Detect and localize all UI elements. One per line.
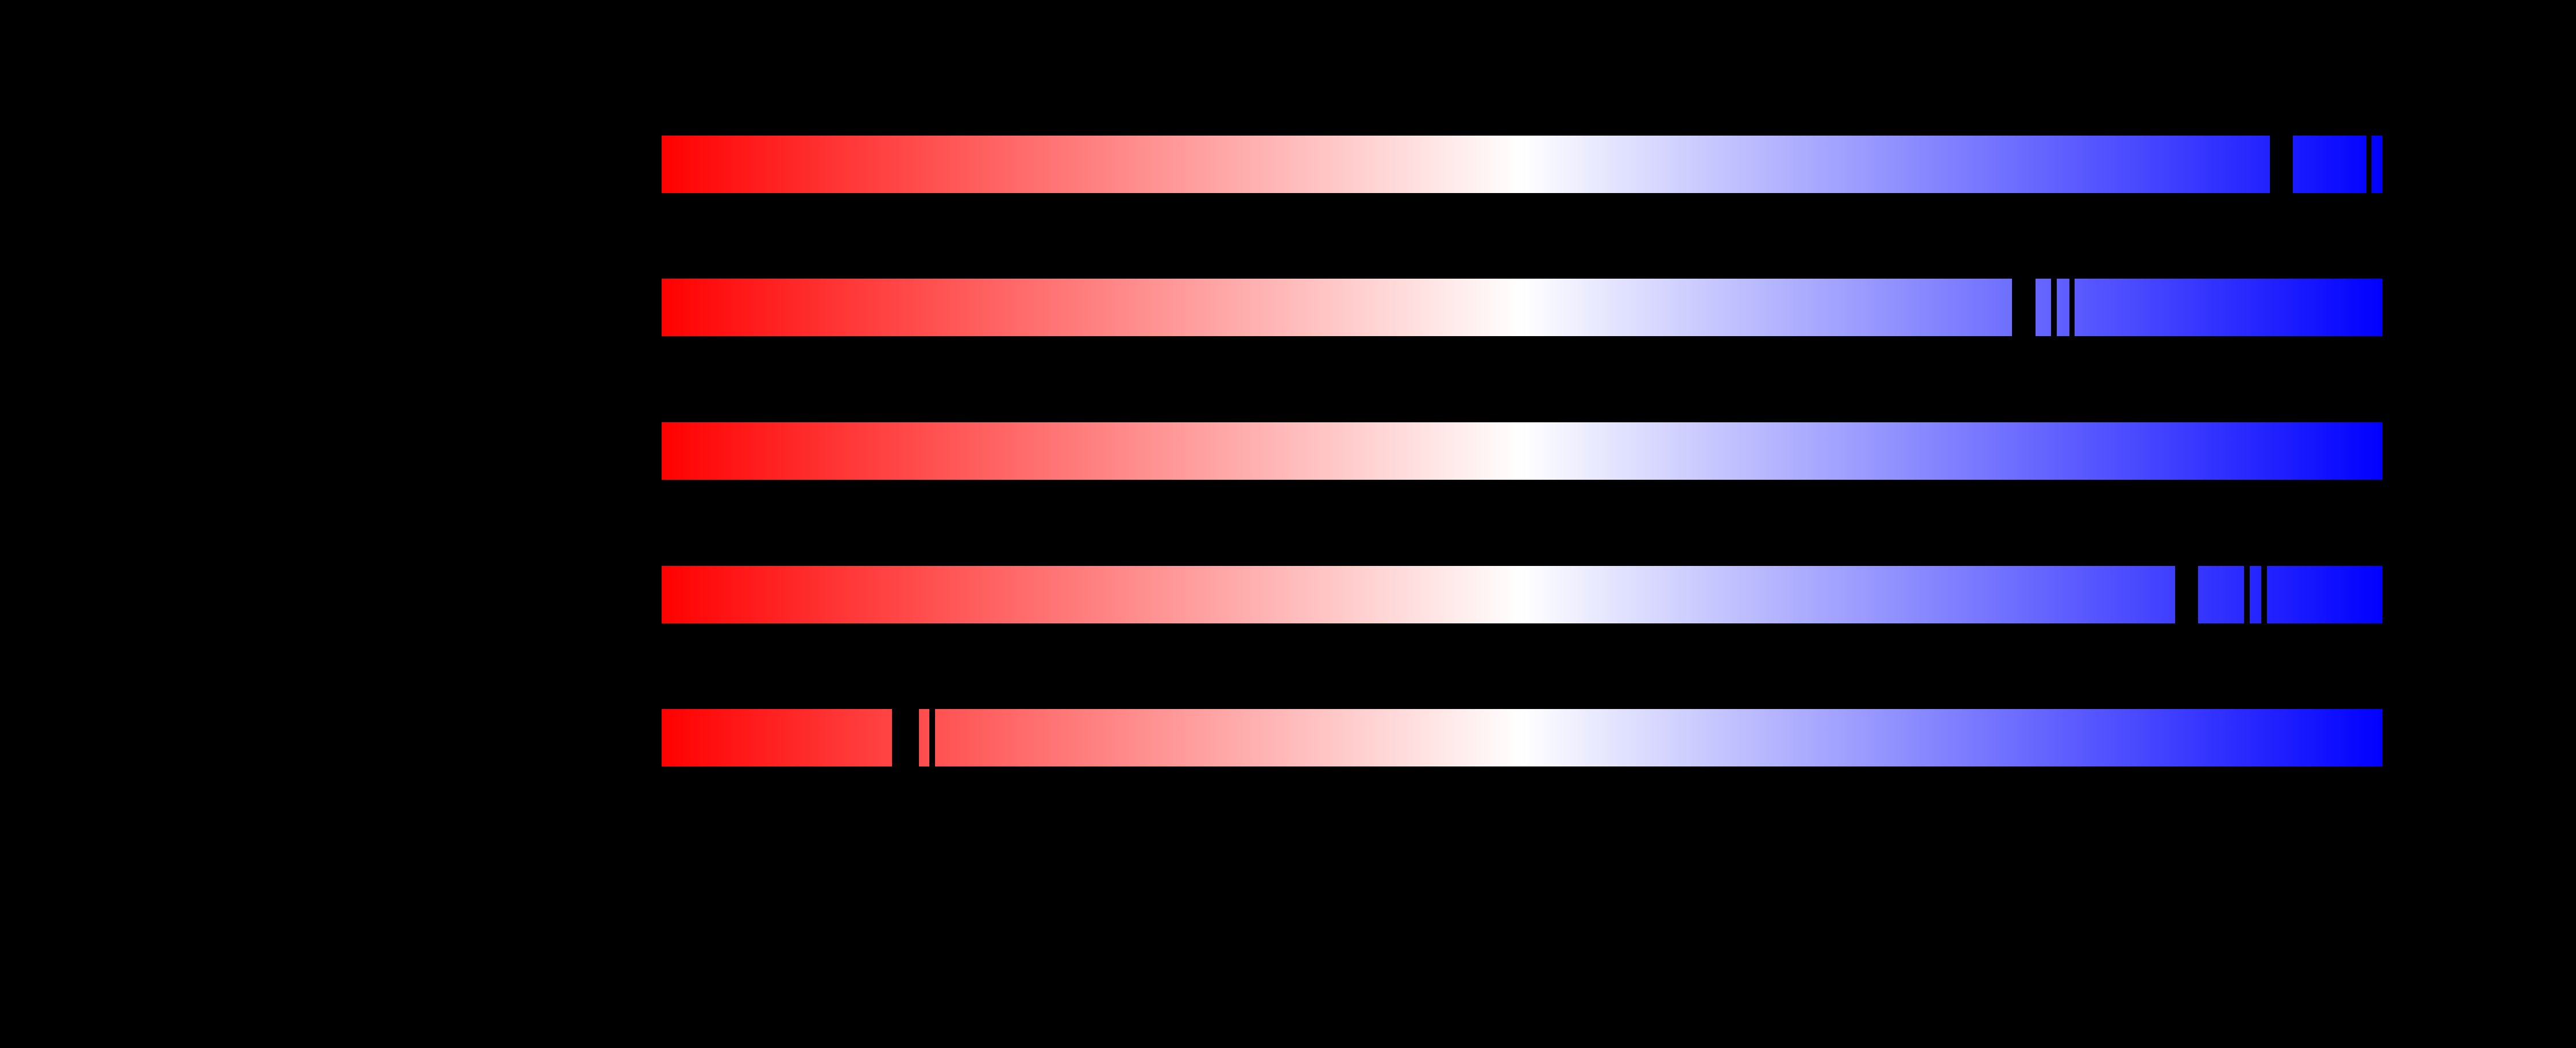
gradient-bar-row-1 (662, 136, 2382, 193)
tick-mark-thin (929, 709, 935, 766)
tick-mark-thick (892, 709, 919, 766)
tick-mark-thin (2051, 279, 2057, 336)
tick-mark-thick (2012, 279, 2036, 336)
tick-mark-thick (2270, 136, 2293, 193)
gradient-bar-row-2 (662, 279, 2382, 336)
tick-mark-thick (2175, 566, 2198, 623)
tick-mark-thin (2261, 566, 2267, 623)
gradient-bar-row-3 (662, 422, 2382, 480)
gradient-bar-row-4 (662, 566, 2382, 623)
tick-mark-thin (2244, 566, 2250, 623)
tick-mark-thin (2366, 136, 2372, 193)
gradient-bar-row-5 (662, 709, 2382, 766)
tick-mark-thin (2069, 279, 2075, 336)
